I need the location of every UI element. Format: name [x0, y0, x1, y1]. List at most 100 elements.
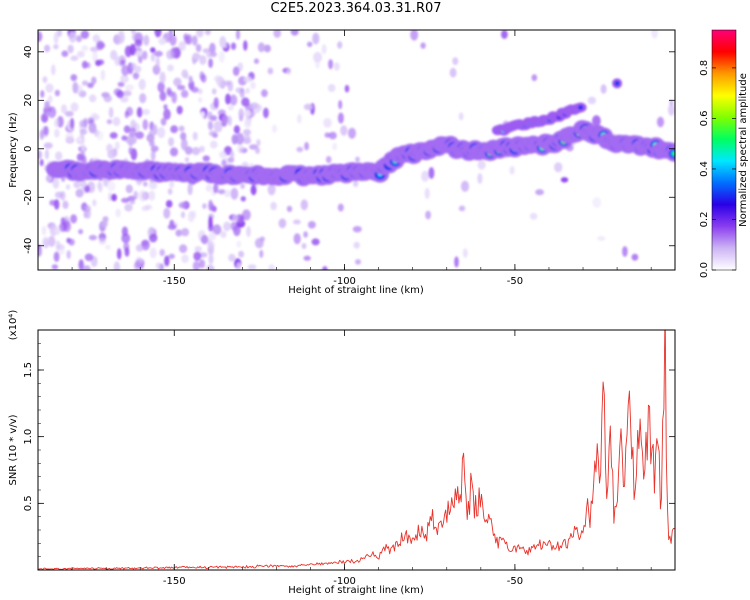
heatmap-noise-cell — [142, 119, 149, 131]
heatmap-noise-cell — [82, 265, 91, 270]
heatmap-noise-cell — [232, 66, 240, 76]
heatmap-noise-cell — [303, 255, 311, 261]
heatmap-noise-cell — [209, 140, 218, 149]
heatmap-noise-cell — [240, 183, 245, 189]
heatmap-noise-cell — [130, 30, 136, 34]
heatmap-noise-cell — [187, 210, 195, 223]
heatmap-noise-cell — [157, 127, 166, 139]
heatmap-noise-cell — [160, 117, 167, 126]
heatmap-noise-cell — [148, 190, 156, 201]
heatmap-noise-cell — [92, 34, 101, 43]
colorbar-tick-label: 0.4 — [699, 161, 710, 177]
heatmap-noise-cell — [273, 30, 281, 38]
heatmap-noise-cell — [208, 215, 213, 228]
heatmap-noise-cell — [81, 60, 88, 69]
heatmap-noise-cell — [307, 221, 316, 229]
heatmap-noise-cell — [245, 87, 250, 94]
heatmap-noise-cell — [209, 42, 216, 54]
heatmap-noise-cell — [150, 149, 156, 162]
heatmap-noise-cell — [286, 205, 293, 213]
heatmap-noise-cell — [135, 131, 145, 139]
heatmap-x-tick-label: -50 — [507, 276, 523, 287]
heatmap-noise-cell — [158, 37, 167, 45]
heatmap-noise-cell — [132, 72, 140, 80]
heatmap-noise-cell — [332, 142, 338, 151]
heatmap-x-axis-label: Height of straight line (km) — [288, 285, 424, 296]
heatmap-noise-cell — [312, 32, 320, 45]
heatmap-noise-cell — [171, 91, 177, 104]
heatmap-noise-cell — [178, 201, 187, 209]
heatmap-noise-cell — [38, 150, 42, 160]
heatmap-y-tick-label: 0 — [23, 146, 34, 152]
heatmap-noise-cell — [66, 237, 72, 244]
heatmap-noise-cell — [111, 193, 117, 202]
heatmap-noise-cell — [322, 266, 328, 270]
heatmap-noise-cell — [169, 180, 175, 189]
heatmap-noise-cell — [149, 121, 154, 131]
heatmap-noise-cell — [267, 67, 274, 75]
heatmap-noise-cell — [340, 125, 348, 136]
heatmap-frame — [37, 29, 676, 271]
chart-title: C2E5.2023.364.03.31.R07 — [270, 1, 442, 16]
heatmap-noise-cell — [311, 238, 320, 246]
snr-y-multiplier: (x10⁴) — [8, 310, 19, 341]
heatmap-noise-cell — [44, 149, 50, 160]
heatmap-noise-cell — [54, 128, 60, 138]
heatmap-noise-cell — [121, 226, 128, 237]
heatmap-noise-cell — [42, 76, 48, 83]
heatmap-noise-cell — [124, 110, 129, 119]
heatmap-x-tick-label: -100 — [333, 276, 356, 287]
heatmap-noise-cell — [108, 107, 114, 118]
heatmap-noise-cell — [149, 233, 158, 243]
heatmap-noise-cell — [100, 69, 106, 81]
snr-x-tick-label: -100 — [333, 576, 356, 587]
heatmap-noise-cell — [454, 256, 459, 268]
heatmap-noise-cell — [120, 96, 129, 103]
heatmap-noise-cell — [170, 125, 179, 134]
heatmap-noise-cell — [239, 112, 244, 121]
heatmap-noise-cell — [206, 264, 215, 270]
heatmap-noise-cell — [328, 59, 334, 70]
heatmap-noise-cell — [101, 92, 110, 98]
heatmap-noise-cell — [324, 132, 331, 138]
heatmap-noise-cell — [180, 132, 187, 141]
heatmap-noise-cell — [159, 91, 167, 102]
heatmap-noise-cell — [175, 229, 183, 237]
heatmap-noise-cell — [460, 180, 470, 192]
heatmap-noise-cell — [297, 114, 302, 124]
heatmap-noise-cell — [223, 221, 231, 232]
heatmap-noise-cell — [233, 125, 240, 134]
heatmap-cells — [38, 30, 675, 270]
heatmap-noise-cell — [224, 80, 231, 86]
colorbar-strip — [712, 30, 736, 270]
heatmap-noise-cell — [61, 104, 67, 114]
heatmap-noise-cell — [116, 90, 124, 99]
heatmap-noise-cell — [141, 240, 149, 247]
heatmap-noise-cell — [236, 240, 242, 248]
heatmap-noise-cell — [41, 225, 47, 236]
heatmap-noise-cell — [197, 88, 203, 95]
heatmap-noise-cell — [134, 50, 144, 57]
heatmap-noise-cell — [46, 174, 52, 183]
heatmap-axes: -150 -100 -50 -40 -20 0 20 40 — [23, 30, 675, 287]
heatmap-noise-cell — [47, 95, 53, 103]
heatmap-noise-cell — [70, 102, 79, 112]
heatmap-noise-cell — [192, 52, 201, 60]
heatmap-noise-cell — [229, 150, 235, 159]
heatmap-noise-cell — [235, 30, 241, 40]
heatmap-noise-cell — [135, 244, 144, 252]
heatmap-noise-cell — [90, 46, 99, 52]
heatmap-noise-cell — [410, 30, 419, 41]
heatmap-noise-cell — [449, 67, 457, 78]
snr-x-tick-label: -150 — [163, 576, 186, 587]
heatmap-noise-cell — [209, 203, 215, 211]
heatmap-noise-cell — [168, 253, 175, 259]
heatmap-noise-cell — [213, 97, 219, 109]
heatmap-noise-cell — [63, 220, 71, 232]
heatmap-noise-cell — [328, 131, 337, 140]
heatmap-noise-cell — [179, 244, 188, 254]
heatmap-noise-cell — [123, 125, 131, 134]
heatmap-noise-cell — [259, 236, 265, 242]
heatmap-noise-cell — [250, 102, 259, 109]
heatmap-noise-cell — [88, 234, 97, 241]
